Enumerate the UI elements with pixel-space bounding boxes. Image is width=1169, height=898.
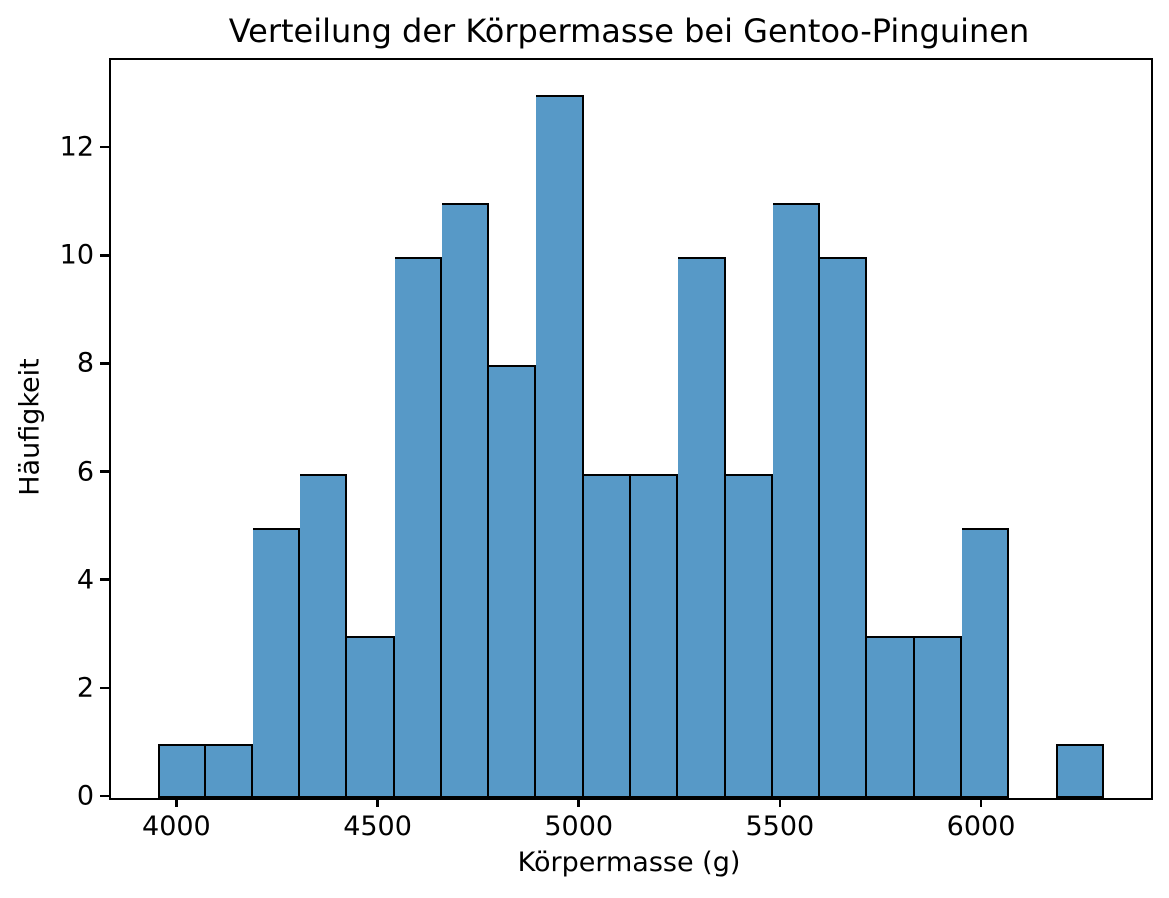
x-tick-label: 4500 bbox=[343, 811, 412, 842]
histogram-bar bbox=[773, 203, 820, 798]
y-tick-label: 4 bbox=[76, 564, 94, 596]
y-tick-mark bbox=[100, 686, 109, 690]
histogram-bar bbox=[962, 528, 1009, 798]
histogram-bar bbox=[867, 636, 915, 798]
histogram-bar bbox=[253, 528, 300, 798]
x-tick-mark bbox=[577, 798, 580, 807]
x-tick-mark bbox=[175, 798, 178, 807]
x-tick-label: 5000 bbox=[544, 811, 614, 842]
histogram-bar bbox=[347, 636, 395, 798]
histogram-bar bbox=[915, 636, 962, 798]
y-tick-label: 8 bbox=[76, 347, 94, 379]
x-tick-label: 6000 bbox=[946, 811, 1016, 842]
histogram-bar bbox=[1056, 744, 1104, 798]
histogram-bar bbox=[820, 257, 867, 798]
x-tick-label: 5500 bbox=[745, 811, 815, 842]
x-tick-mark bbox=[778, 798, 782, 807]
histogram-bar bbox=[489, 365, 536, 798]
x-tick-label: 4000 bbox=[142, 811, 211, 842]
y-tick-label: 2 bbox=[76, 672, 94, 704]
histogram-bar bbox=[300, 474, 347, 798]
histogram-bar bbox=[206, 744, 253, 798]
y-tick-mark bbox=[100, 145, 109, 149]
y-tick-label: 6 bbox=[76, 456, 94, 488]
y-tick-mark bbox=[100, 578, 109, 581]
y-tick-mark bbox=[100, 362, 109, 365]
x-axis-label: Körpermasse (g) bbox=[517, 847, 741, 878]
bars-layer bbox=[111, 60, 1151, 798]
histogram-bar bbox=[678, 257, 726, 798]
histogram-bar bbox=[726, 474, 773, 798]
y-tick-label: 0 bbox=[76, 780, 94, 812]
plot-area bbox=[109, 58, 1153, 800]
y-tick-label: 12 bbox=[59, 131, 94, 163]
histogram-bar bbox=[584, 474, 631, 798]
y-tick-label: 10 bbox=[59, 239, 94, 271]
chart-title: Verteilung der Körpermasse bei Gentoo-Pi… bbox=[228, 12, 1030, 50]
y-tick-mark bbox=[100, 794, 109, 798]
x-tick-mark bbox=[376, 798, 379, 807]
histogram-bar bbox=[442, 203, 489, 798]
histogram-bar bbox=[395, 257, 442, 798]
histogram-bar bbox=[158, 744, 206, 798]
histogram-bar bbox=[631, 474, 678, 798]
x-tick-mark bbox=[979, 798, 983, 807]
y-tick-mark bbox=[100, 470, 109, 473]
y-tick-mark bbox=[100, 254, 109, 257]
histogram-bar bbox=[536, 95, 584, 798]
